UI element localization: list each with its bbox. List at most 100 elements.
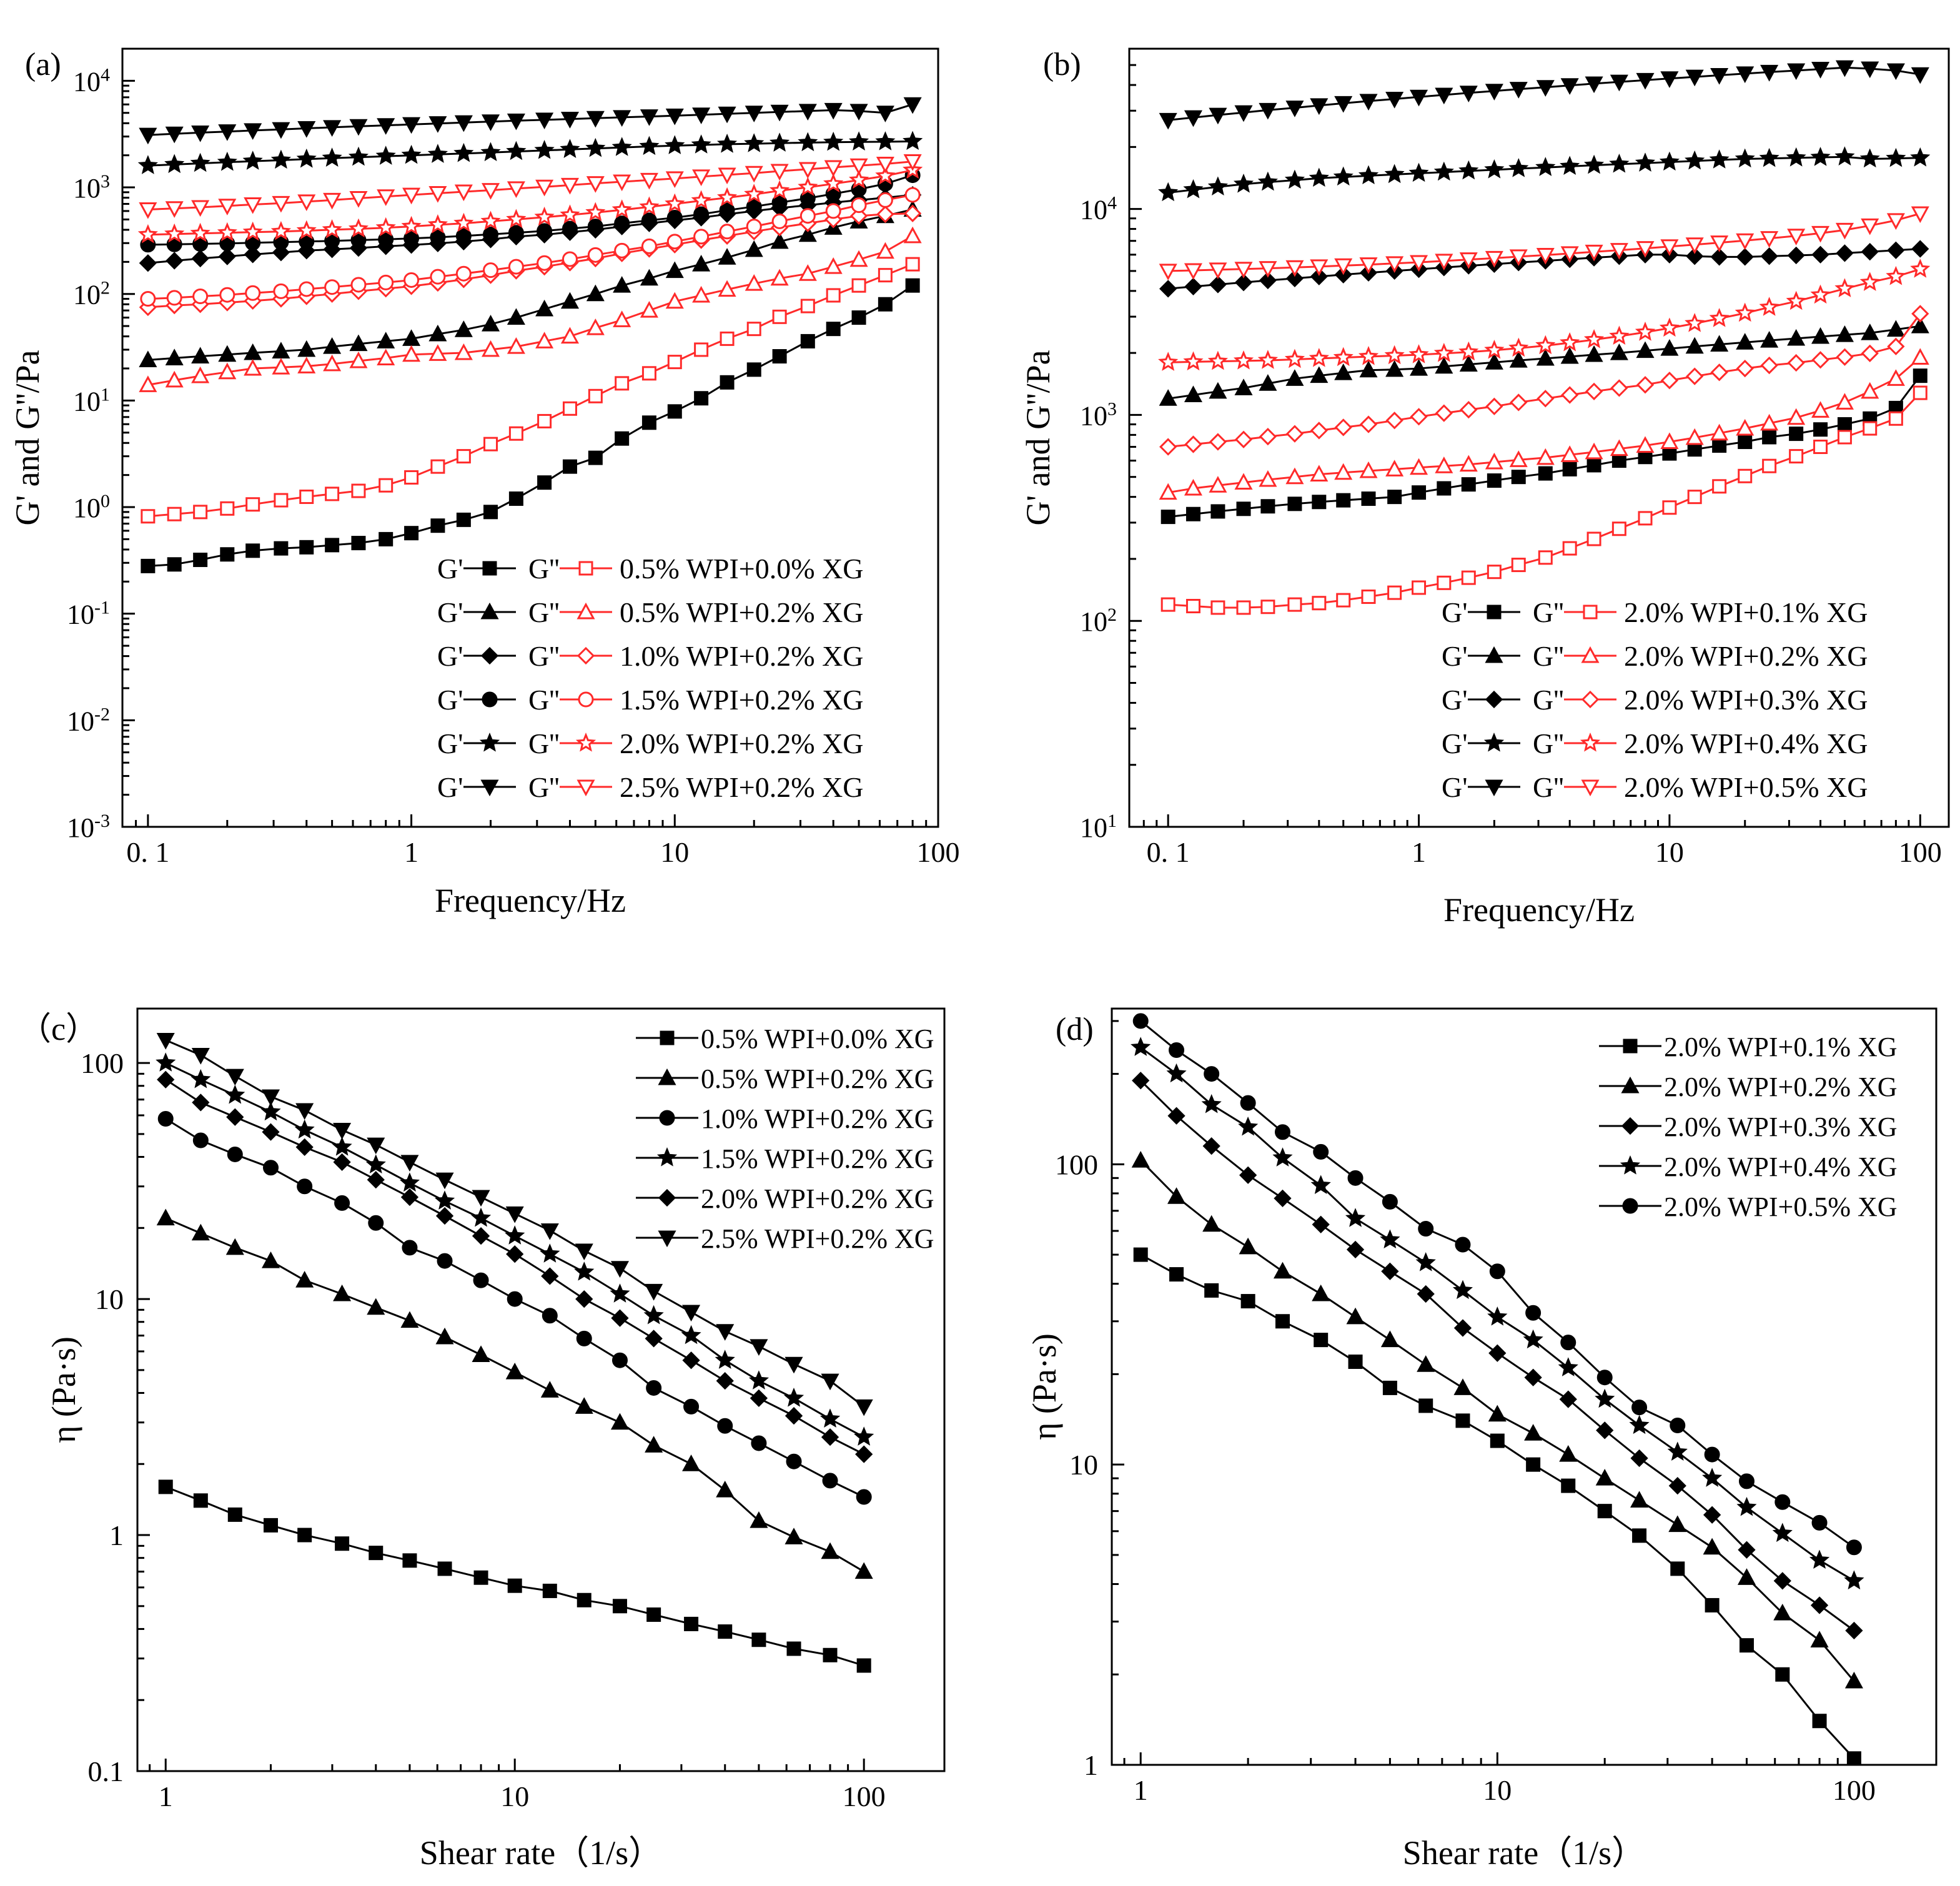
legend-prefix-g2: G''	[528, 684, 560, 716]
loss-modulus-point	[1257, 350, 1279, 369]
legend-marker	[658, 1230, 676, 1248]
storage-modulus-point	[1611, 453, 1626, 468]
storage-modulus-point	[772, 349, 787, 364]
viscosity-point	[1415, 1252, 1436, 1271]
storage-modulus-point	[349, 334, 368, 352]
loss-modulus-point	[1359, 461, 1378, 478]
storage-modulus-point	[480, 142, 501, 162]
storage-modulus-point	[1813, 422, 1828, 437]
viscosity-point	[1772, 1523, 1793, 1543]
loss-modulus-point	[1259, 427, 1277, 446]
storage-modulus-point	[639, 136, 660, 156]
storage-modulus-point	[1736, 66, 1755, 84]
viscosity-point	[334, 1195, 350, 1211]
loss-modulus-point	[613, 174, 631, 192]
loss-modulus-point	[719, 224, 735, 240]
viscosity-point	[1418, 1221, 1434, 1237]
storage-modulus-point	[587, 219, 603, 235]
loss-modulus-point	[348, 218, 369, 238]
loss-modulus-point	[1234, 430, 1253, 448]
viscosity-point	[1382, 1193, 1398, 1210]
storage-modulus-point	[244, 123, 262, 141]
loss-modulus-point	[1911, 348, 1929, 365]
loss-modulus-point	[692, 285, 711, 303]
loss-modulus-point	[772, 309, 787, 324]
loss-modulus-point	[1159, 483, 1177, 500]
loss-modulus-point	[904, 187, 921, 203]
loss-modulus-point	[1385, 412, 1403, 430]
viscosity-point	[157, 1070, 175, 1089]
loss-modulus-point	[798, 162, 817, 179]
legend-prefix-g2: G''	[528, 596, 560, 628]
loss-modulus-point	[718, 167, 736, 185]
viscosity-point	[156, 1032, 175, 1050]
storage-modulus-point	[166, 252, 184, 270]
viscosity-point	[1560, 1335, 1576, 1351]
storage-modulus-point	[1810, 147, 1831, 166]
storage-modulus-point	[377, 118, 395, 135]
storage-modulus-point	[719, 202, 735, 219]
plot-frame	[136, 1007, 946, 1772]
viscosity-point	[1670, 1561, 1685, 1576]
loss-modulus-point	[1410, 458, 1428, 475]
loss-modulus-point	[1408, 344, 1429, 363]
loss-modulus-line	[1168, 392, 1921, 609]
storage-modulus-point	[1911, 240, 1929, 258]
panel-a: (a)0. 1 1 10 10010-310-210-1100101102103104…	[9, 47, 960, 919]
viscosity-point	[1167, 1107, 1185, 1125]
loss-modulus-point	[1712, 479, 1727, 494]
legend-marker-g2	[1581, 779, 1600, 797]
loss-modulus-point	[1461, 570, 1476, 585]
loss-modulus-point	[614, 242, 630, 259]
storage-modulus-point	[1385, 92, 1404, 109]
storage-modulus-point	[1159, 112, 1177, 130]
storage-modulus-point	[1536, 80, 1555, 97]
x-tick-label: 1	[404, 836, 418, 868]
viscosity-point	[574, 1261, 595, 1281]
viscosity-point	[156, 1208, 175, 1226]
legend-prefix-g1: G'	[437, 640, 463, 672]
viscosity-point	[1488, 1344, 1507, 1362]
loss-modulus-point	[1835, 393, 1854, 410]
viscosity-point	[1630, 1449, 1648, 1468]
storage-modulus-point	[1585, 345, 1603, 362]
loss-modulus-point	[1159, 264, 1177, 281]
viscosity-point	[1629, 1414, 1650, 1434]
storage-modulus-point	[1459, 86, 1478, 102]
legend-marker-g1	[480, 602, 499, 620]
viscosity-point	[1810, 1631, 1829, 1647]
loss-modulus-point	[191, 200, 210, 217]
loss-modulus-point	[507, 181, 525, 199]
x-tick-label: 0. 1	[1147, 836, 1190, 868]
viscosity-point	[784, 1356, 803, 1374]
loss-modulus-point	[1660, 239, 1679, 256]
loss-modulus-point	[825, 203, 841, 219]
viscosity-point	[1455, 1413, 1470, 1428]
series-5	[137, 131, 923, 244]
loss-modulus-point	[297, 357, 316, 373]
loss-modulus-point	[349, 191, 368, 208]
panel-d: (d) 1 10 100 1 10 100 Shear rate（1/s） η (Pa·s) 2.…	[1026, 1007, 1938, 1872]
loss-modulus-point	[1333, 347, 1354, 367]
loss-modulus-point	[1158, 352, 1179, 371]
storage-modulus-point	[1609, 153, 1630, 173]
storage-modulus-point	[1361, 491, 1376, 506]
y-tick-exponent: 1	[1107, 811, 1117, 831]
storage-modulus-point	[1759, 147, 1779, 167]
loss-modulus-point	[1537, 390, 1555, 408]
viscosity-point	[1773, 1603, 1792, 1621]
loss-modulus-point	[377, 189, 395, 206]
loss-modulus-point	[430, 269, 446, 285]
storage-modulus-point	[692, 107, 711, 124]
viscosity-point	[472, 1190, 490, 1207]
loss-modulus-point	[1710, 235, 1729, 252]
storage-modulus-point	[1685, 150, 1705, 170]
viscosity-point	[191, 1047, 210, 1065]
viscosity-point	[506, 1245, 524, 1263]
loss-modulus-point	[1787, 353, 1805, 372]
loss-modulus-point	[1284, 348, 1305, 368]
viscosity-point	[1273, 1261, 1292, 1279]
storage-modulus-point	[1509, 82, 1528, 99]
loss-modulus-point	[242, 221, 263, 241]
viscosity-point	[750, 1511, 768, 1528]
